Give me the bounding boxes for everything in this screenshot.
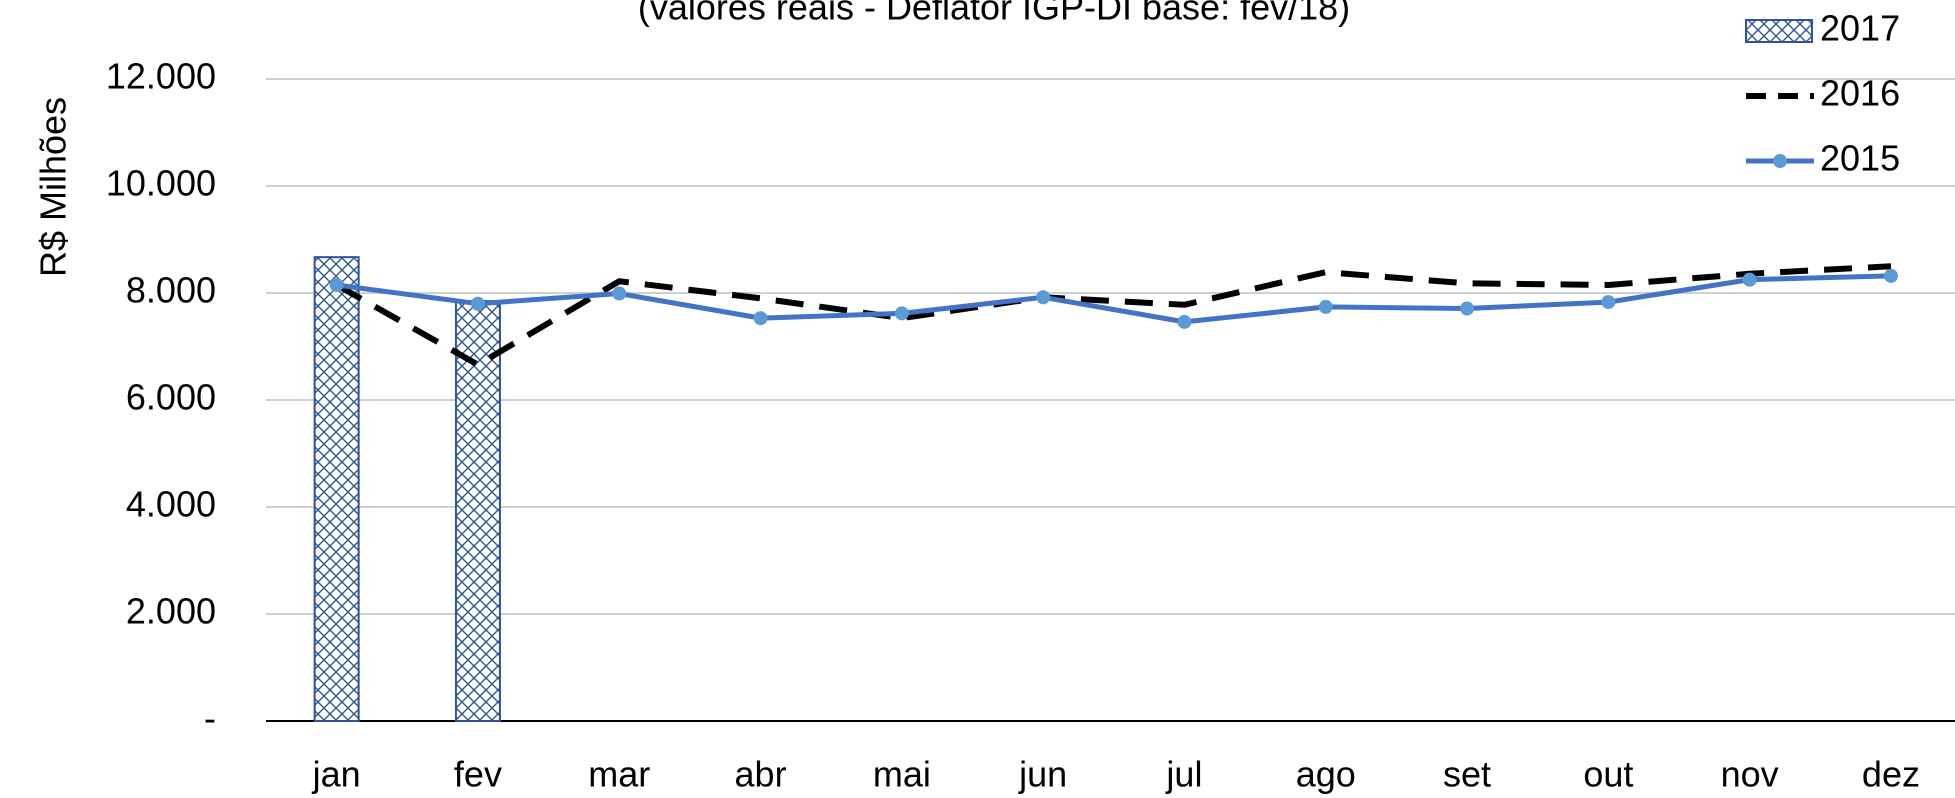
legend-label: 2017 xyxy=(1820,8,1900,49)
y-tick-label: 10.000 xyxy=(106,163,216,204)
bar xyxy=(313,256,360,722)
marker xyxy=(1318,299,1333,314)
marker xyxy=(1883,268,1898,283)
x-tick-label: nov xyxy=(1721,754,1779,795)
marker xyxy=(1036,290,1051,305)
x-tick-label: ago xyxy=(1296,754,1356,795)
marker xyxy=(753,311,768,326)
marker xyxy=(1460,301,1475,316)
marker xyxy=(1742,272,1757,287)
marker xyxy=(470,296,485,311)
x-tick-label: jul xyxy=(1165,754,1202,795)
y-tick-label: 6.000 xyxy=(126,377,216,418)
y-tick-label: 8.000 xyxy=(126,270,216,311)
legend-marker xyxy=(1773,154,1787,168)
y-tick-label: 4.000 xyxy=(126,484,216,525)
legend-swatch xyxy=(1745,19,1813,43)
x-tick-label: mai xyxy=(873,754,931,795)
x-tick-label: mar xyxy=(588,754,650,795)
marker xyxy=(329,277,344,292)
marker xyxy=(894,306,909,321)
marker xyxy=(1601,295,1616,310)
line xyxy=(335,263,1892,368)
marker xyxy=(1177,314,1192,329)
y-tick-label: 2.000 xyxy=(126,591,216,632)
x-tick-label: jun xyxy=(1018,754,1067,795)
x-tick-label: abr xyxy=(735,754,787,795)
marker xyxy=(612,286,627,301)
x-tick-label: dez xyxy=(1862,754,1920,795)
x-tick-label: set xyxy=(1443,754,1491,795)
x-tick-label: out xyxy=(1583,754,1633,795)
y-axis-label: R$ Milhões xyxy=(33,97,74,277)
y-tick-label: 12.000 xyxy=(106,56,216,97)
x-tick-label: jan xyxy=(312,754,361,795)
legend-label: 2016 xyxy=(1820,73,1900,114)
legend-label: 2015 xyxy=(1820,138,1900,179)
chart-title: (valores reais - Deflator IGP-DI base: f… xyxy=(638,0,1350,28)
line xyxy=(336,273,1892,325)
bar xyxy=(454,300,501,722)
y-tick-label: - xyxy=(204,698,216,739)
x-tick-label: fev xyxy=(454,754,502,795)
